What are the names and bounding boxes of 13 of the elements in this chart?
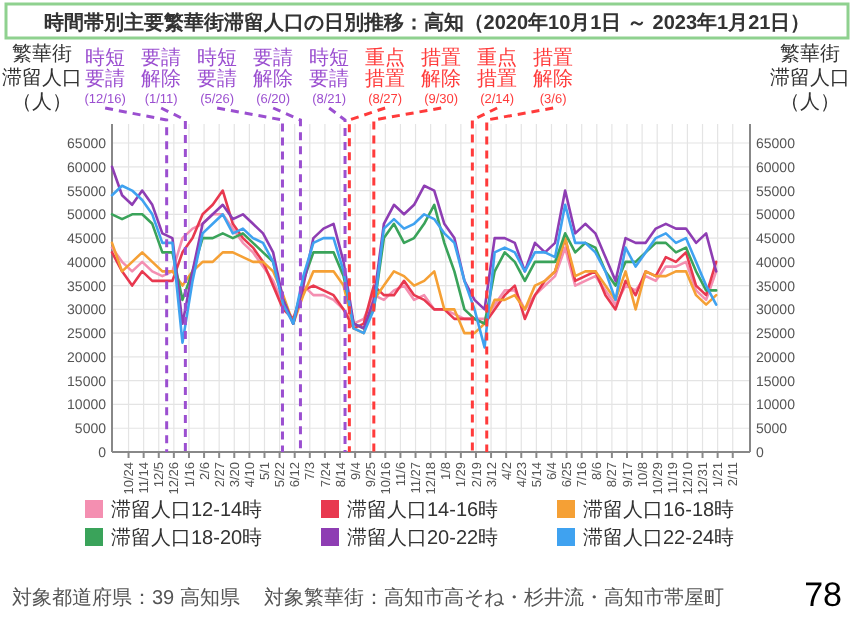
y2-axis-title: 繁華街滞留人口（人） <box>770 42 850 114</box>
legend-label: 滞留人口16-18時 <box>583 498 735 522</box>
legend-label: 滞留人口18-20時 <box>111 526 263 550</box>
legend-label: 滞留人口20-22時 <box>347 526 499 550</box>
y-axis-title: 繁華街滞留人口（人） <box>2 42 82 114</box>
text: 対象繁華街：高知市高そね・杉井流・高知市帯屋町 <box>263 586 724 610</box>
text: 78 <box>804 576 842 614</box>
legend-label: 滞留人口22-24時 <box>583 526 735 550</box>
legend-label: 滞留人口14-16時 <box>347 498 499 522</box>
text: 対象都道府県：39 高知県 <box>12 586 240 610</box>
legend-label: 滞留人口12-14時 <box>111 498 263 522</box>
chart-title: 時間帯別主要繁華街滞留人口の日別推移：高知（2020年10月1日 ～ 2023年1月21日） <box>43 11 811 35</box>
title: 時間帯別主要繁華街滞留人口の日別推移：高知（2020年10月1日 ～ 2023年1月21日） <box>4 2 850 40</box>
